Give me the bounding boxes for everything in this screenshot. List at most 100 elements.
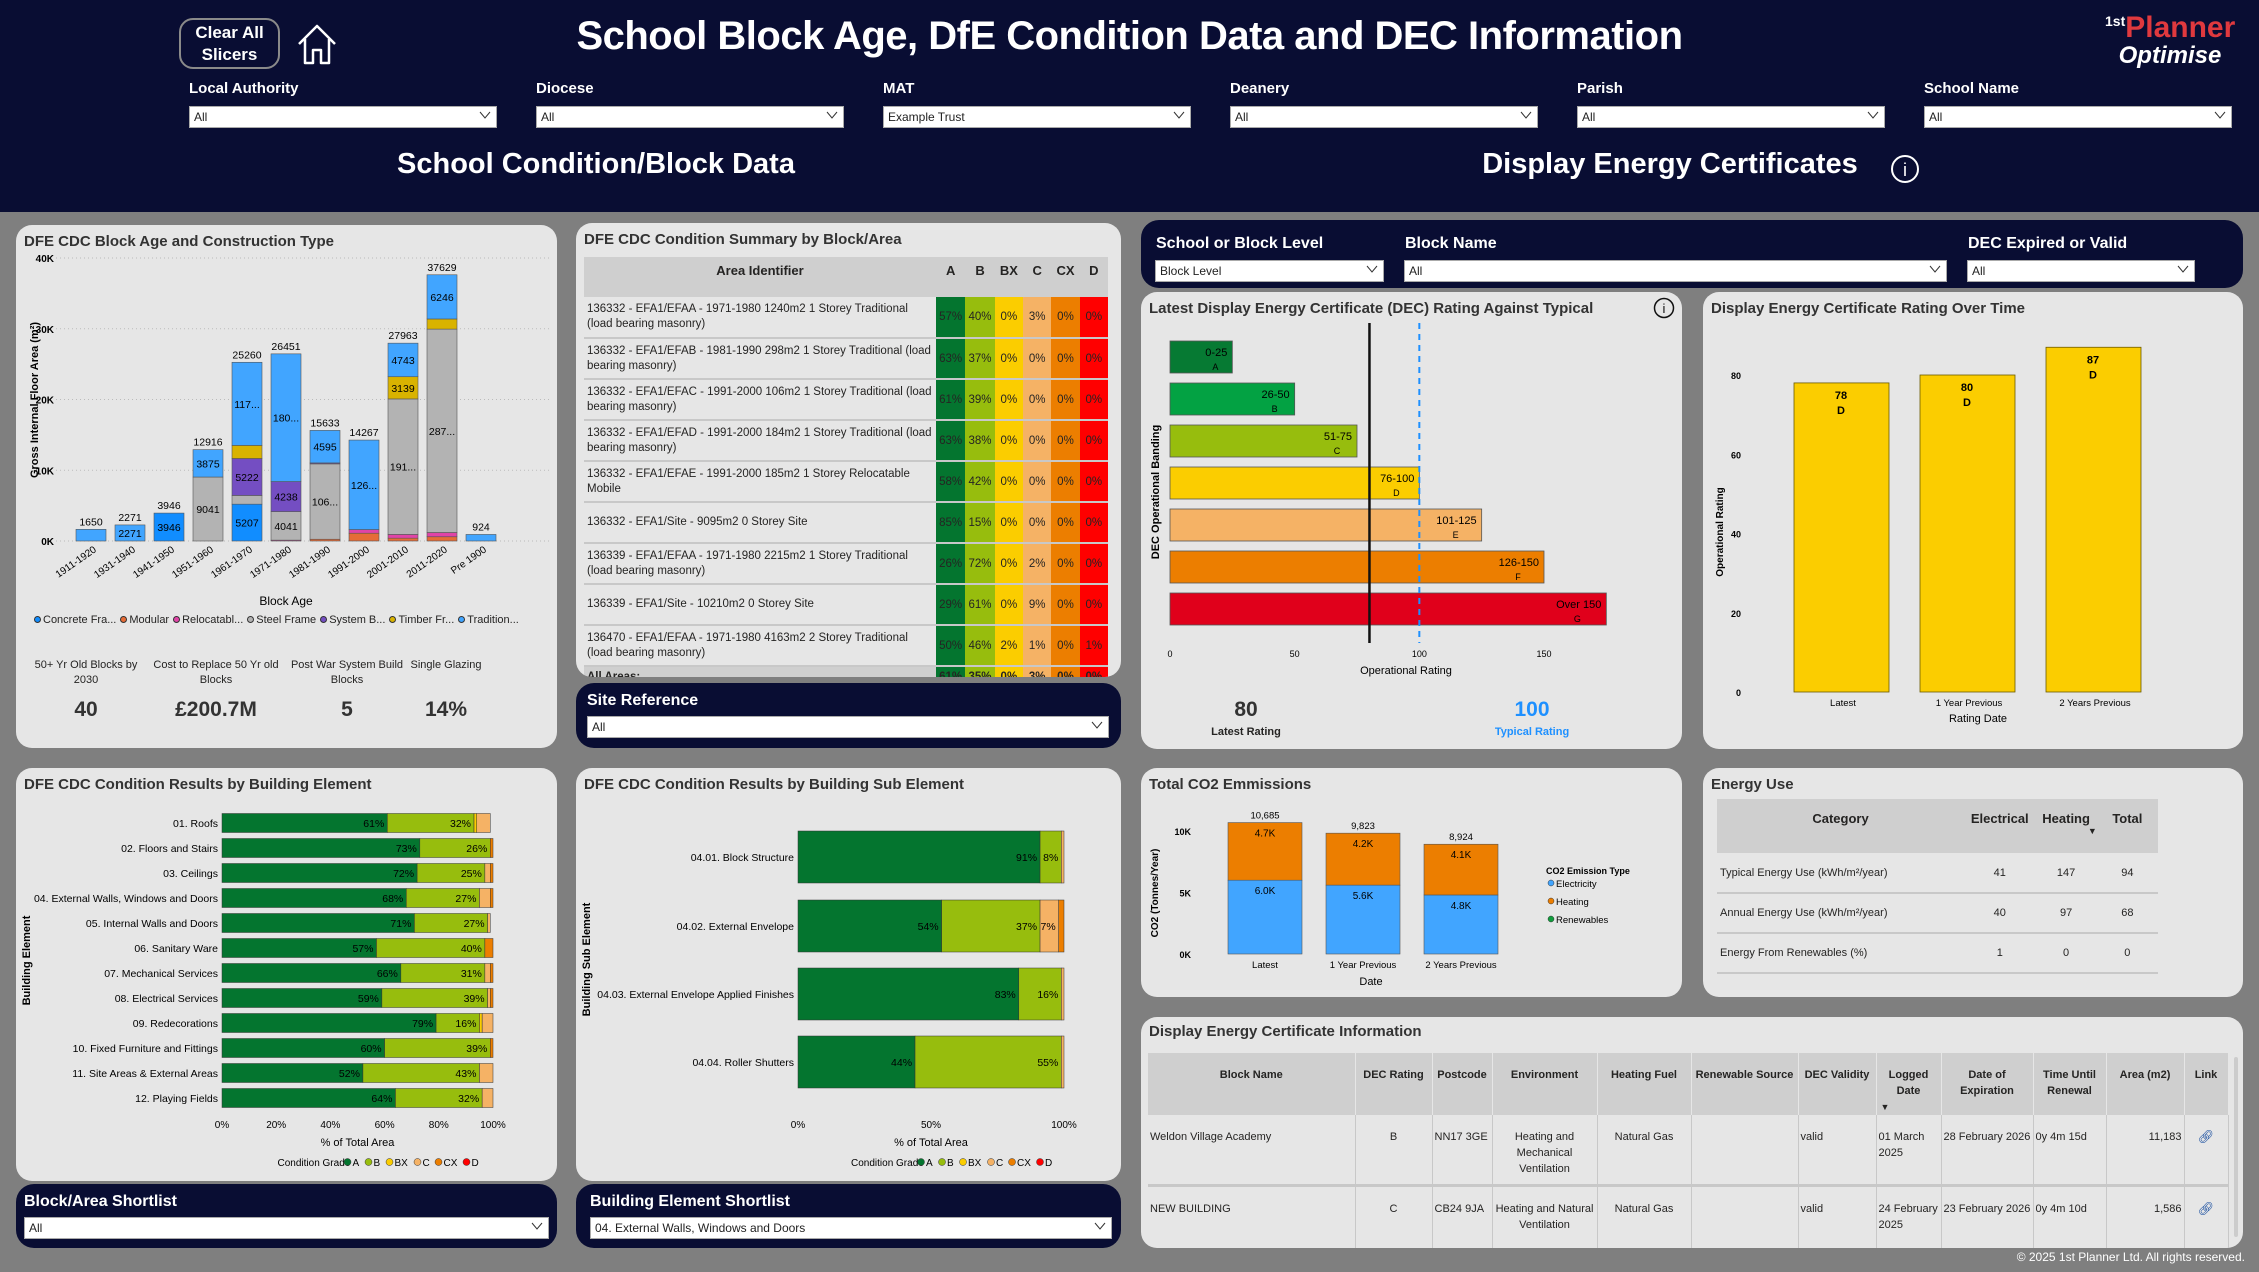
dec-slicer-dropdown[interactable]: All	[1404, 260, 1947, 282]
table-row[interactable]: 136332 - EFA1/EFAE - 1991-2000 185m2 1 S…	[584, 461, 1108, 503]
grade-cell: 42%	[965, 461, 995, 503]
table-cell: 1,586	[2106, 1185, 2185, 1248]
table-row[interactable]: 136332 - EFA1/EFAA - 1971-1980 1240m2 1 …	[584, 297, 1108, 339]
bar-segment	[426, 536, 458, 542]
bar-segment	[387, 398, 419, 535]
slicer-dropdown[interactable]: All	[1577, 106, 1885, 128]
table-cell: 68	[2096, 893, 2158, 934]
bar-segment	[231, 495, 263, 505]
legend-item: Relocatabl...	[182, 614, 244, 626]
cell-value: valid	[1800, 1131, 1824, 1143]
sort-descending-icon[interactable]: ▼	[2087, 826, 2097, 836]
table-cell: 147	[2035, 853, 2097, 894]
column-header: Postcode	[1432, 1053, 1493, 1115]
grade-cell: 1%	[1079, 625, 1108, 667]
slicer-dropdown[interactable]: All	[189, 106, 497, 128]
kpi-label-replace-cost: Cost to Replace 50 Yr old Blocks	[153, 659, 279, 686]
bar-segment	[387, 342, 419, 378]
area-identifier-cell: 136332 - EFA1/EFAA - 1971-1980 1240m2 1 …	[584, 297, 936, 339]
total-label: 2271	[118, 512, 142, 524]
cell-value: 01 March 2025	[1878, 1131, 1925, 1159]
slicer-dropdown[interactable]: Example Trust	[883, 106, 1191, 128]
dec-info-icon[interactable]: i	[1890, 154, 1920, 184]
band-range-label: Over 150	[1556, 599, 1601, 611]
building-element-shortlist-dropdown[interactable]: 04. External Walls, Windows and Doors	[590, 1217, 1112, 1239]
grade-cell: 0%	[994, 502, 1024, 544]
segment-label: 6.0K	[1255, 886, 1276, 897]
bar-segment	[114, 524, 146, 542]
legend-item: Electricity	[1556, 879, 1597, 890]
table-row[interactable]: Weldon Village Academy B NN17 3GE Heating a…	[1148, 1115, 2229, 1187]
total-label: 27963	[388, 330, 417, 342]
slicer-dropdown[interactable]: All	[536, 106, 844, 128]
cell-value: 11,183	[2148, 1131, 2182, 1143]
y-axis-title: CO2 (Tonnes/Year)	[1150, 849, 1161, 938]
table-row[interactable]: 136332 - EFA1/EFAC - 1991-2000 106m2 1 S…	[584, 379, 1108, 421]
grade-cell: 40%	[965, 297, 995, 339]
table-cell: 28 February 2026	[1941, 1115, 2034, 1187]
legend-marker	[413, 1158, 422, 1166]
band-bar	[1169, 340, 1233, 374]
bar-segment	[484, 963, 491, 983]
slicer-value: All	[194, 110, 208, 124]
total-label: 15633	[310, 417, 339, 429]
dec-slicer-dropdown[interactable]: All	[1967, 260, 2195, 282]
segment-label: 73%	[396, 843, 417, 855]
table-row[interactable]: 136339 - EFA1/Site - 10210m2 0 Storey Si…	[584, 584, 1108, 626]
slicer-dropdown[interactable]: All	[1230, 106, 1538, 128]
sort-descending-icon[interactable]: ▼	[1880, 1102, 1890, 1112]
bar-segment	[192, 449, 224, 478]
x-tick-label: 80%	[429, 1120, 449, 1131]
area-identifier-cell: 136339 - EFA1/EFAA - 1971-1980 2215m2 1 …	[584, 543, 936, 585]
segment-label: 43%	[455, 1068, 476, 1080]
link-icon[interactable]: 🔗︎	[2197, 1129, 2215, 1144]
table-row[interactable]: 136332 - EFA1/EFAD - 1991-2000 184m2 1 S…	[584, 420, 1108, 462]
site-reference-dropdown[interactable]: All	[587, 716, 1109, 738]
home-icon[interactable]	[295, 22, 339, 66]
band-bar	[1169, 424, 1358, 458]
link-icon[interactable]: 🔗︎	[2197, 1200, 2215, 1216]
legend-marker	[173, 616, 181, 623]
segment-label: 3139	[391, 383, 415, 395]
grade-cell: 0%	[1051, 338, 1080, 380]
table-header-row: Area Identifier A B BX C CX D	[584, 257, 1108, 297]
bar-segment	[231, 445, 263, 459]
table-scrollbar[interactable]	[2234, 1057, 2238, 1237]
table-row[interactable]: NEW BUILDING C CB24 9JA Heating and Natural…	[1148, 1185, 2229, 1248]
bar-segment	[473, 813, 477, 833]
block-area-shortlist-dropdown[interactable]: All	[24, 1217, 549, 1239]
block-age-card: 0K 10K 20K 30K 40K Gross Internal Floor Area …	[16, 225, 557, 748]
clear-all-slicers-button[interactable]: Clear All Slicers	[179, 18, 280, 69]
bar-segment	[490, 1038, 494, 1058]
column-header: Electrical	[1964, 799, 2036, 853]
sub-element-chart: 04.01. Block Structure 91% 8% 04.02. Extern…	[581, 830, 1077, 1169]
segment-label: 2271	[118, 528, 142, 540]
column-header: Heating Fuel	[1597, 1053, 1692, 1115]
rating-over-time-title: Display Energy Certificate Rating Over T…	[1711, 300, 2025, 317]
building-element-chart: 01. Roofs 61% 32% 02. Floors and Stairs 73% 2…	[21, 813, 506, 1169]
grade-cell: 0%	[1023, 502, 1052, 544]
legend-marker	[458, 616, 466, 623]
segment-label: 4.7K	[1255, 829, 1276, 840]
grade-cell: 0%	[1051, 543, 1080, 585]
x-tick-label: 1931-1940	[92, 544, 138, 581]
table-row[interactable]: 136332 - EFA1/Site - 9095m2 0 Storey Sit…	[584, 502, 1108, 544]
slicer-value: All	[1582, 110, 1596, 124]
category-label: 04.01. Block Structure	[691, 852, 794, 864]
info-icon[interactable]: i	[1653, 297, 1675, 319]
table-row[interactable]: 136339 - EFA1/EFAA - 1971-1980 2215m2 1 …	[584, 543, 1108, 585]
area-identifier-cell: 136332 - EFA1/EFAB - 1981-1990 298m2 1 S…	[584, 338, 936, 380]
kpi-label-50yr-blocks: 50+ Yr Old Blocks by 2030	[34, 659, 138, 686]
dec-slicer-dropdown[interactable]: Block Level	[1155, 260, 1384, 282]
chevron-down-icon	[479, 111, 491, 119]
legend-marker	[1547, 915, 1555, 923]
chevron-down-icon	[1366, 265, 1378, 273]
grade-cell: 0%	[1023, 379, 1052, 421]
legend-item: CX	[444, 1158, 458, 1169]
legend-marker	[434, 1158, 443, 1166]
site-reference-value: All	[592, 720, 606, 734]
slicer-dropdown[interactable]: All	[1924, 106, 2232, 128]
table-row[interactable]: 136470 - EFA1/EFAA - 1971-1980 4163m2 2 …	[584, 625, 1108, 667]
segment-label: 5207	[235, 518, 259, 530]
table-row[interactable]: 136332 - EFA1/EFAB - 1981-1990 298m2 1 S…	[584, 338, 1108, 380]
